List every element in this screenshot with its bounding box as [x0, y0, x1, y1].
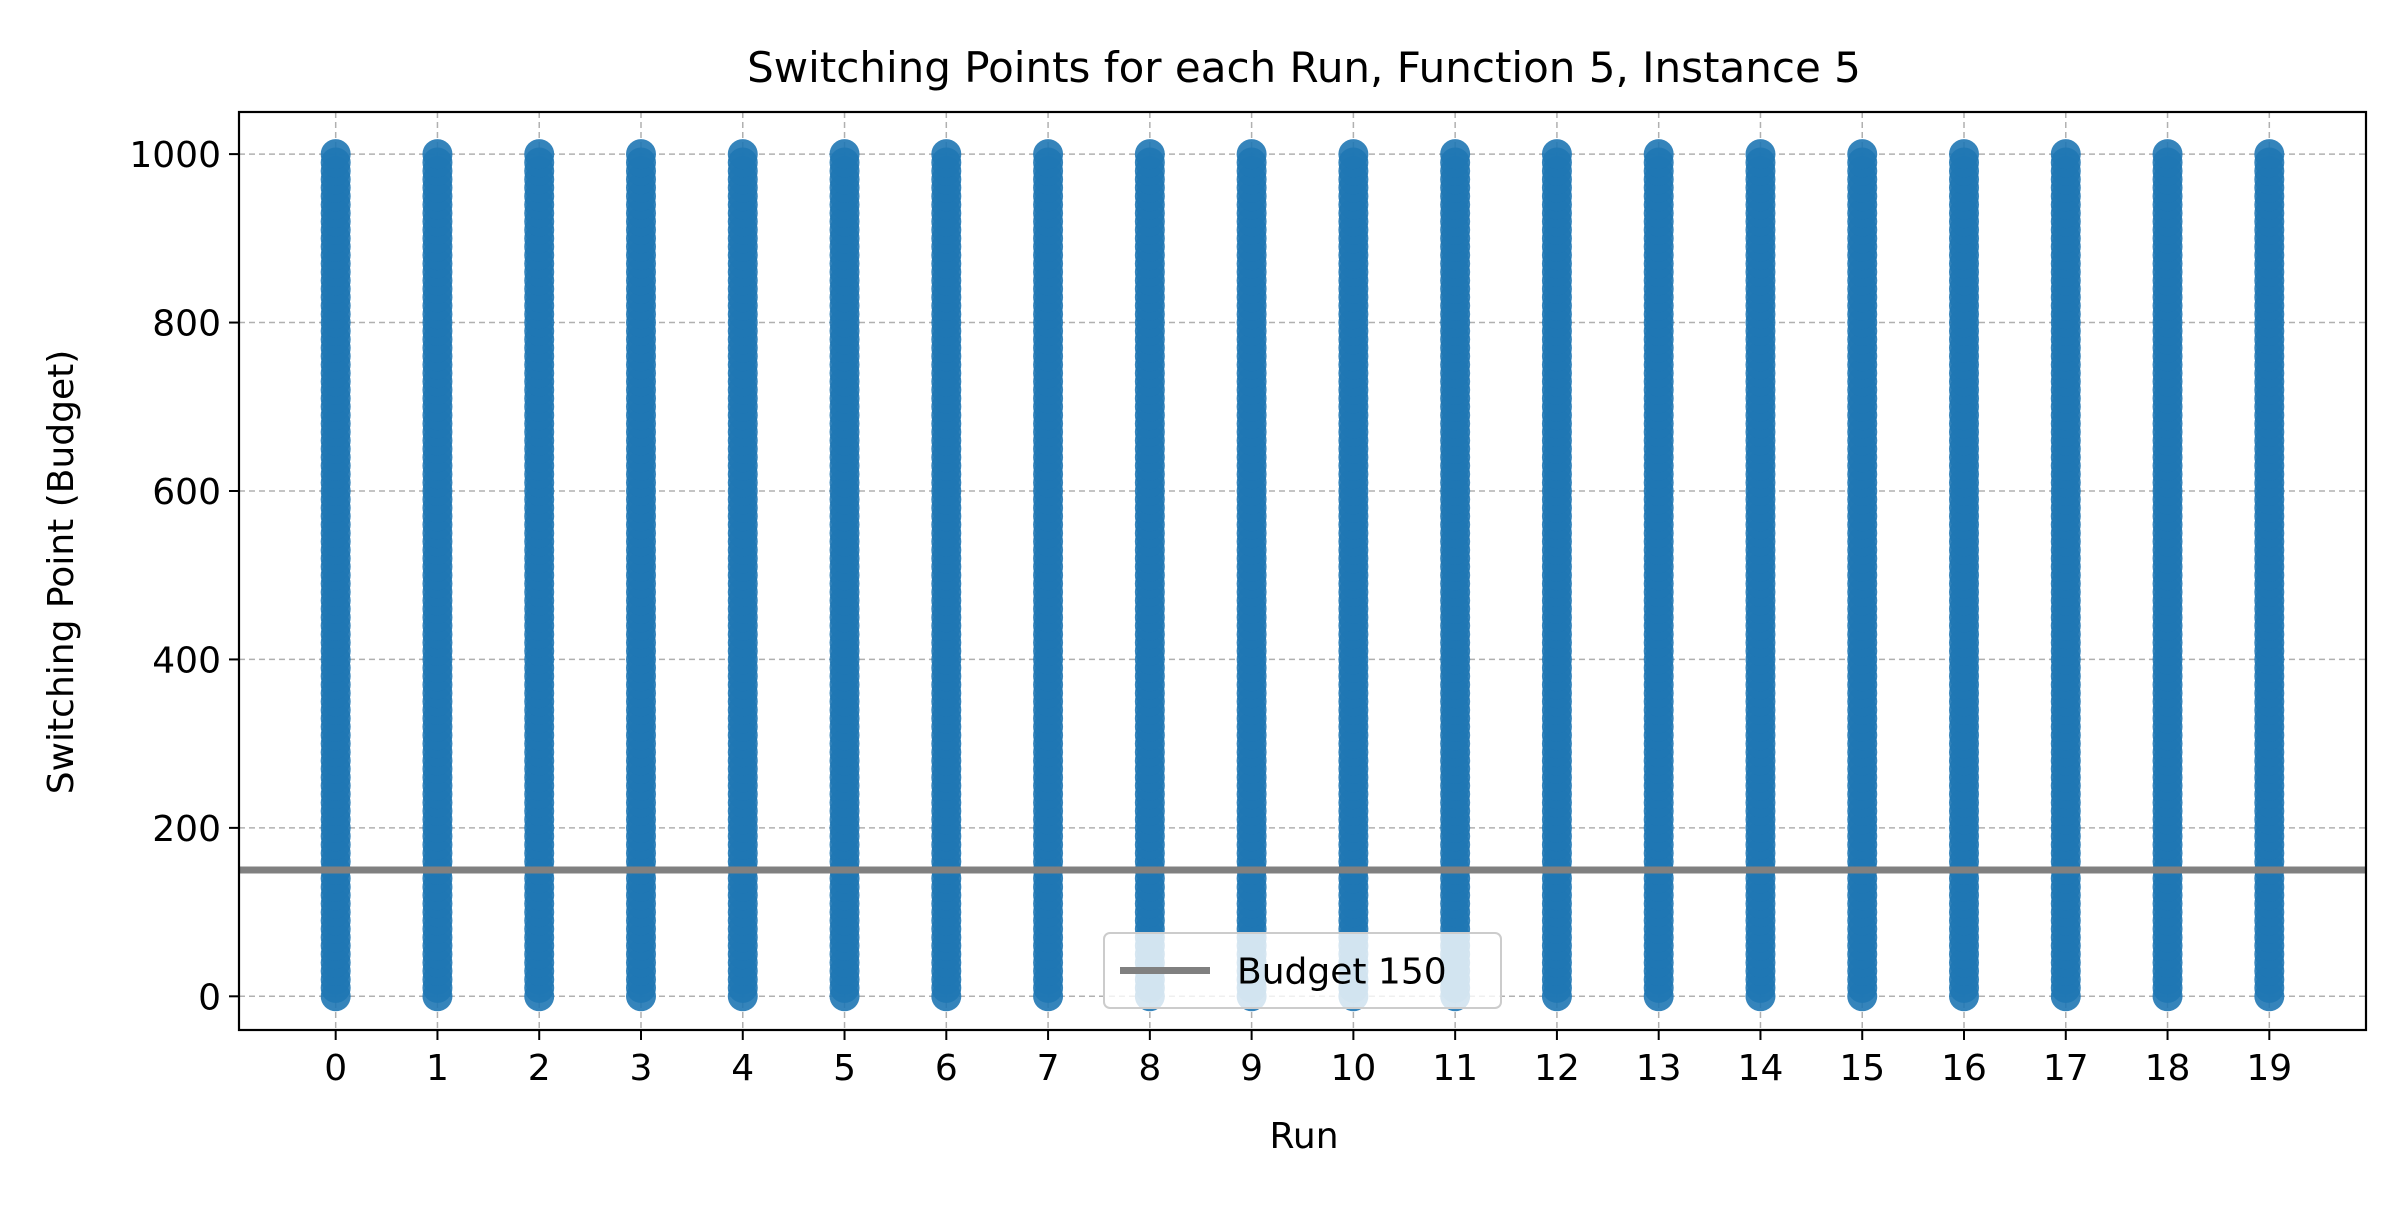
- legend-box: [1103, 932, 1502, 1009]
- y-axis-label: Switching Point (Budget): [41, 350, 82, 795]
- x-tick-label: 17: [2043, 1048, 2089, 1089]
- x-tick-label: 5: [833, 1048, 856, 1089]
- chart-title: Switching Points for each Run, Function …: [747, 43, 1861, 92]
- y-tick-label: 400: [152, 640, 221, 681]
- data-point: [727, 139, 758, 170]
- data-point: [931, 139, 962, 170]
- x-tick-label: 18: [2145, 1048, 2191, 1089]
- x-tick-label: 3: [630, 1048, 653, 1089]
- data-point: [1338, 139, 1369, 170]
- x-tick-label: 6: [935, 1048, 958, 1089]
- data-point: [829, 139, 860, 170]
- data-point: [2152, 139, 2183, 170]
- data-point: [625, 139, 656, 170]
- data-point: [1134, 139, 1165, 170]
- x-tick-label: 9: [1240, 1048, 1263, 1089]
- x-tick-label: 4: [731, 1048, 754, 1089]
- x-tick-label: 0: [324, 1048, 347, 1089]
- y-tick-label: 200: [152, 809, 221, 850]
- y-tick-label: 0: [198, 977, 221, 1018]
- data-point: [2050, 139, 2081, 170]
- data-point: [1643, 139, 1674, 170]
- data-point: [2254, 139, 2285, 170]
- x-tick-label: 8: [1138, 1048, 1161, 1089]
- x-tick-label: 11: [1432, 1048, 1478, 1089]
- data-point: [524, 139, 555, 170]
- data-point: [320, 139, 351, 170]
- axes: 0 1 2 3 4 5 6 7 8 9 10 11 12 13 14 15 16 17 18 190200400600…: [129, 110, 2368, 1089]
- y-tick-label: 800: [152, 304, 221, 345]
- data-point: [1440, 139, 1471, 170]
- data-point: [1847, 139, 1878, 170]
- x-axis-label: Run: [1269, 1116, 1338, 1157]
- x-tick-label: 14: [1738, 1048, 1784, 1089]
- data-point: [1236, 139, 1267, 170]
- x-tick-label: 15: [1839, 1048, 1885, 1089]
- data-point: [1541, 139, 1572, 170]
- y-tick-label: 600: [152, 472, 221, 513]
- x-tick-label: 19: [2246, 1048, 2292, 1089]
- legend: Budget 150: [1103, 932, 1502, 1009]
- x-tick-label: 13: [1636, 1048, 1682, 1089]
- data-points: [320, 139, 2285, 1012]
- data-point: [1745, 139, 1776, 170]
- x-tick-label: 16: [1941, 1048, 1987, 1089]
- legend-label: Budget 150: [1237, 952, 1447, 993]
- x-tick-label: 7: [1037, 1048, 1060, 1089]
- x-tick-label: 10: [1330, 1048, 1376, 1089]
- y-tick-label: 1000: [129, 135, 221, 176]
- data-point: [1949, 139, 1980, 170]
- data-point: [422, 139, 453, 170]
- data-point: [1033, 139, 1064, 170]
- x-tick-label: 2: [528, 1048, 551, 1089]
- plot-frame: [237, 110, 2368, 1032]
- x-tick-label: 12: [1534, 1048, 1580, 1089]
- x-tick-label: 1: [426, 1048, 449, 1089]
